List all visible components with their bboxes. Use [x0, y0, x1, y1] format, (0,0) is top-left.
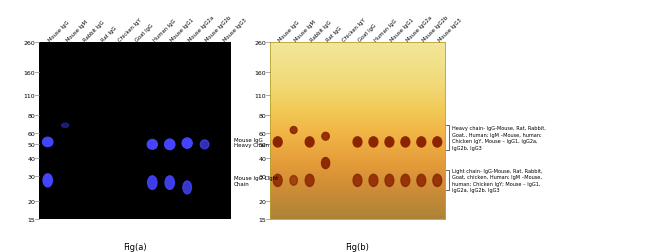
Text: 15: 15	[259, 217, 266, 222]
Text: 50: 50	[27, 142, 35, 147]
Ellipse shape	[385, 137, 394, 147]
Text: 15: 15	[27, 217, 35, 222]
Text: Rat IgG: Rat IgG	[100, 26, 117, 43]
Text: Goat IgG: Goat IgG	[358, 23, 377, 43]
Text: 110: 110	[255, 93, 266, 99]
Text: Mouse IgG3: Mouse IgG3	[222, 18, 247, 43]
Ellipse shape	[164, 140, 175, 150]
Text: 20: 20	[27, 199, 35, 204]
Ellipse shape	[290, 176, 298, 185]
Ellipse shape	[183, 181, 192, 194]
Text: Chicken IgY: Chicken IgY	[118, 18, 143, 43]
Text: Rabbit IgG: Rabbit IgG	[309, 20, 333, 43]
Text: Mouse IgG1: Mouse IgG1	[389, 18, 415, 43]
Text: Fig(a): Fig(a)	[123, 242, 147, 251]
Text: Mouse IgG
Heavy Chain: Mouse IgG Heavy Chain	[234, 137, 269, 148]
Ellipse shape	[322, 158, 330, 169]
Ellipse shape	[401, 175, 410, 187]
Text: 60: 60	[27, 131, 35, 136]
Ellipse shape	[273, 137, 282, 147]
Ellipse shape	[417, 137, 426, 147]
Text: Mouse IgG2a: Mouse IgG2a	[406, 15, 433, 43]
Text: Mouse IgG1: Mouse IgG1	[170, 18, 195, 43]
Ellipse shape	[433, 137, 442, 147]
Ellipse shape	[353, 137, 362, 147]
Ellipse shape	[165, 176, 174, 190]
Text: Rabbit IgG: Rabbit IgG	[83, 20, 106, 43]
Text: Mouse IgG3: Mouse IgG3	[437, 18, 463, 43]
Ellipse shape	[42, 138, 53, 147]
Text: 40: 40	[27, 156, 35, 161]
Text: Human IgG: Human IgG	[152, 18, 177, 43]
Ellipse shape	[385, 175, 394, 187]
Text: Mouse IgG: Mouse IgG	[47, 20, 71, 43]
Text: 30: 30	[258, 174, 266, 179]
Text: Mouse IgG Light
Chain: Mouse IgG Light Chain	[234, 175, 278, 186]
Text: Mouse IgM: Mouse IgM	[294, 20, 317, 43]
Ellipse shape	[273, 175, 282, 187]
Text: Mouse IgM: Mouse IgM	[65, 20, 88, 43]
Ellipse shape	[148, 176, 157, 190]
Text: Mouse IgG: Mouse IgG	[278, 20, 301, 43]
Text: 30: 30	[27, 174, 35, 179]
Text: Rat IgG: Rat IgG	[326, 26, 343, 43]
Ellipse shape	[148, 140, 157, 150]
Text: Heavy chain- IgG-Mouse, Rat, Rabbit,
Goat., Human; IgM –Mouse, human;
Chicken Ig: Heavy chain- IgG-Mouse, Rat, Rabbit, Goa…	[452, 125, 546, 150]
Text: 110: 110	[23, 93, 35, 99]
Ellipse shape	[306, 137, 314, 147]
Ellipse shape	[401, 137, 410, 147]
Ellipse shape	[353, 175, 362, 187]
Ellipse shape	[200, 140, 209, 149]
Ellipse shape	[322, 133, 330, 141]
Text: 260: 260	[255, 40, 266, 45]
Text: 60: 60	[259, 131, 266, 136]
Text: 160: 160	[23, 70, 35, 75]
Text: Chicken IgY: Chicken IgY	[341, 18, 367, 43]
Text: Goat IgG: Goat IgG	[135, 23, 155, 43]
Text: Mouse IgG2a: Mouse IgG2a	[187, 15, 215, 43]
Ellipse shape	[369, 175, 378, 187]
Text: 80: 80	[27, 113, 35, 118]
Ellipse shape	[417, 175, 426, 187]
Ellipse shape	[369, 137, 378, 147]
Ellipse shape	[43, 174, 53, 187]
Ellipse shape	[433, 175, 442, 187]
Text: 20: 20	[258, 199, 266, 204]
Ellipse shape	[182, 138, 192, 149]
Text: 80: 80	[259, 113, 266, 118]
Text: 40: 40	[258, 156, 266, 161]
Text: 160: 160	[255, 70, 266, 75]
Ellipse shape	[291, 127, 297, 134]
Ellipse shape	[306, 175, 314, 187]
Text: Fig(b): Fig(b)	[346, 242, 369, 251]
Text: Human IgG: Human IgG	[374, 18, 398, 43]
Text: Mouse IgG2b: Mouse IgG2b	[205, 15, 232, 43]
Ellipse shape	[62, 124, 69, 128]
Text: Mouse IgG2b: Mouse IgG2b	[421, 15, 449, 43]
Text: 50: 50	[259, 142, 266, 147]
Text: Light chain- IgG-Mouse, Rat, Rabbit,
Goat, chicken, Human; IgM –Mouse,
human; Ch: Light chain- IgG-Mouse, Rat, Rabbit, Goa…	[452, 168, 543, 193]
Text: 260: 260	[23, 40, 35, 45]
